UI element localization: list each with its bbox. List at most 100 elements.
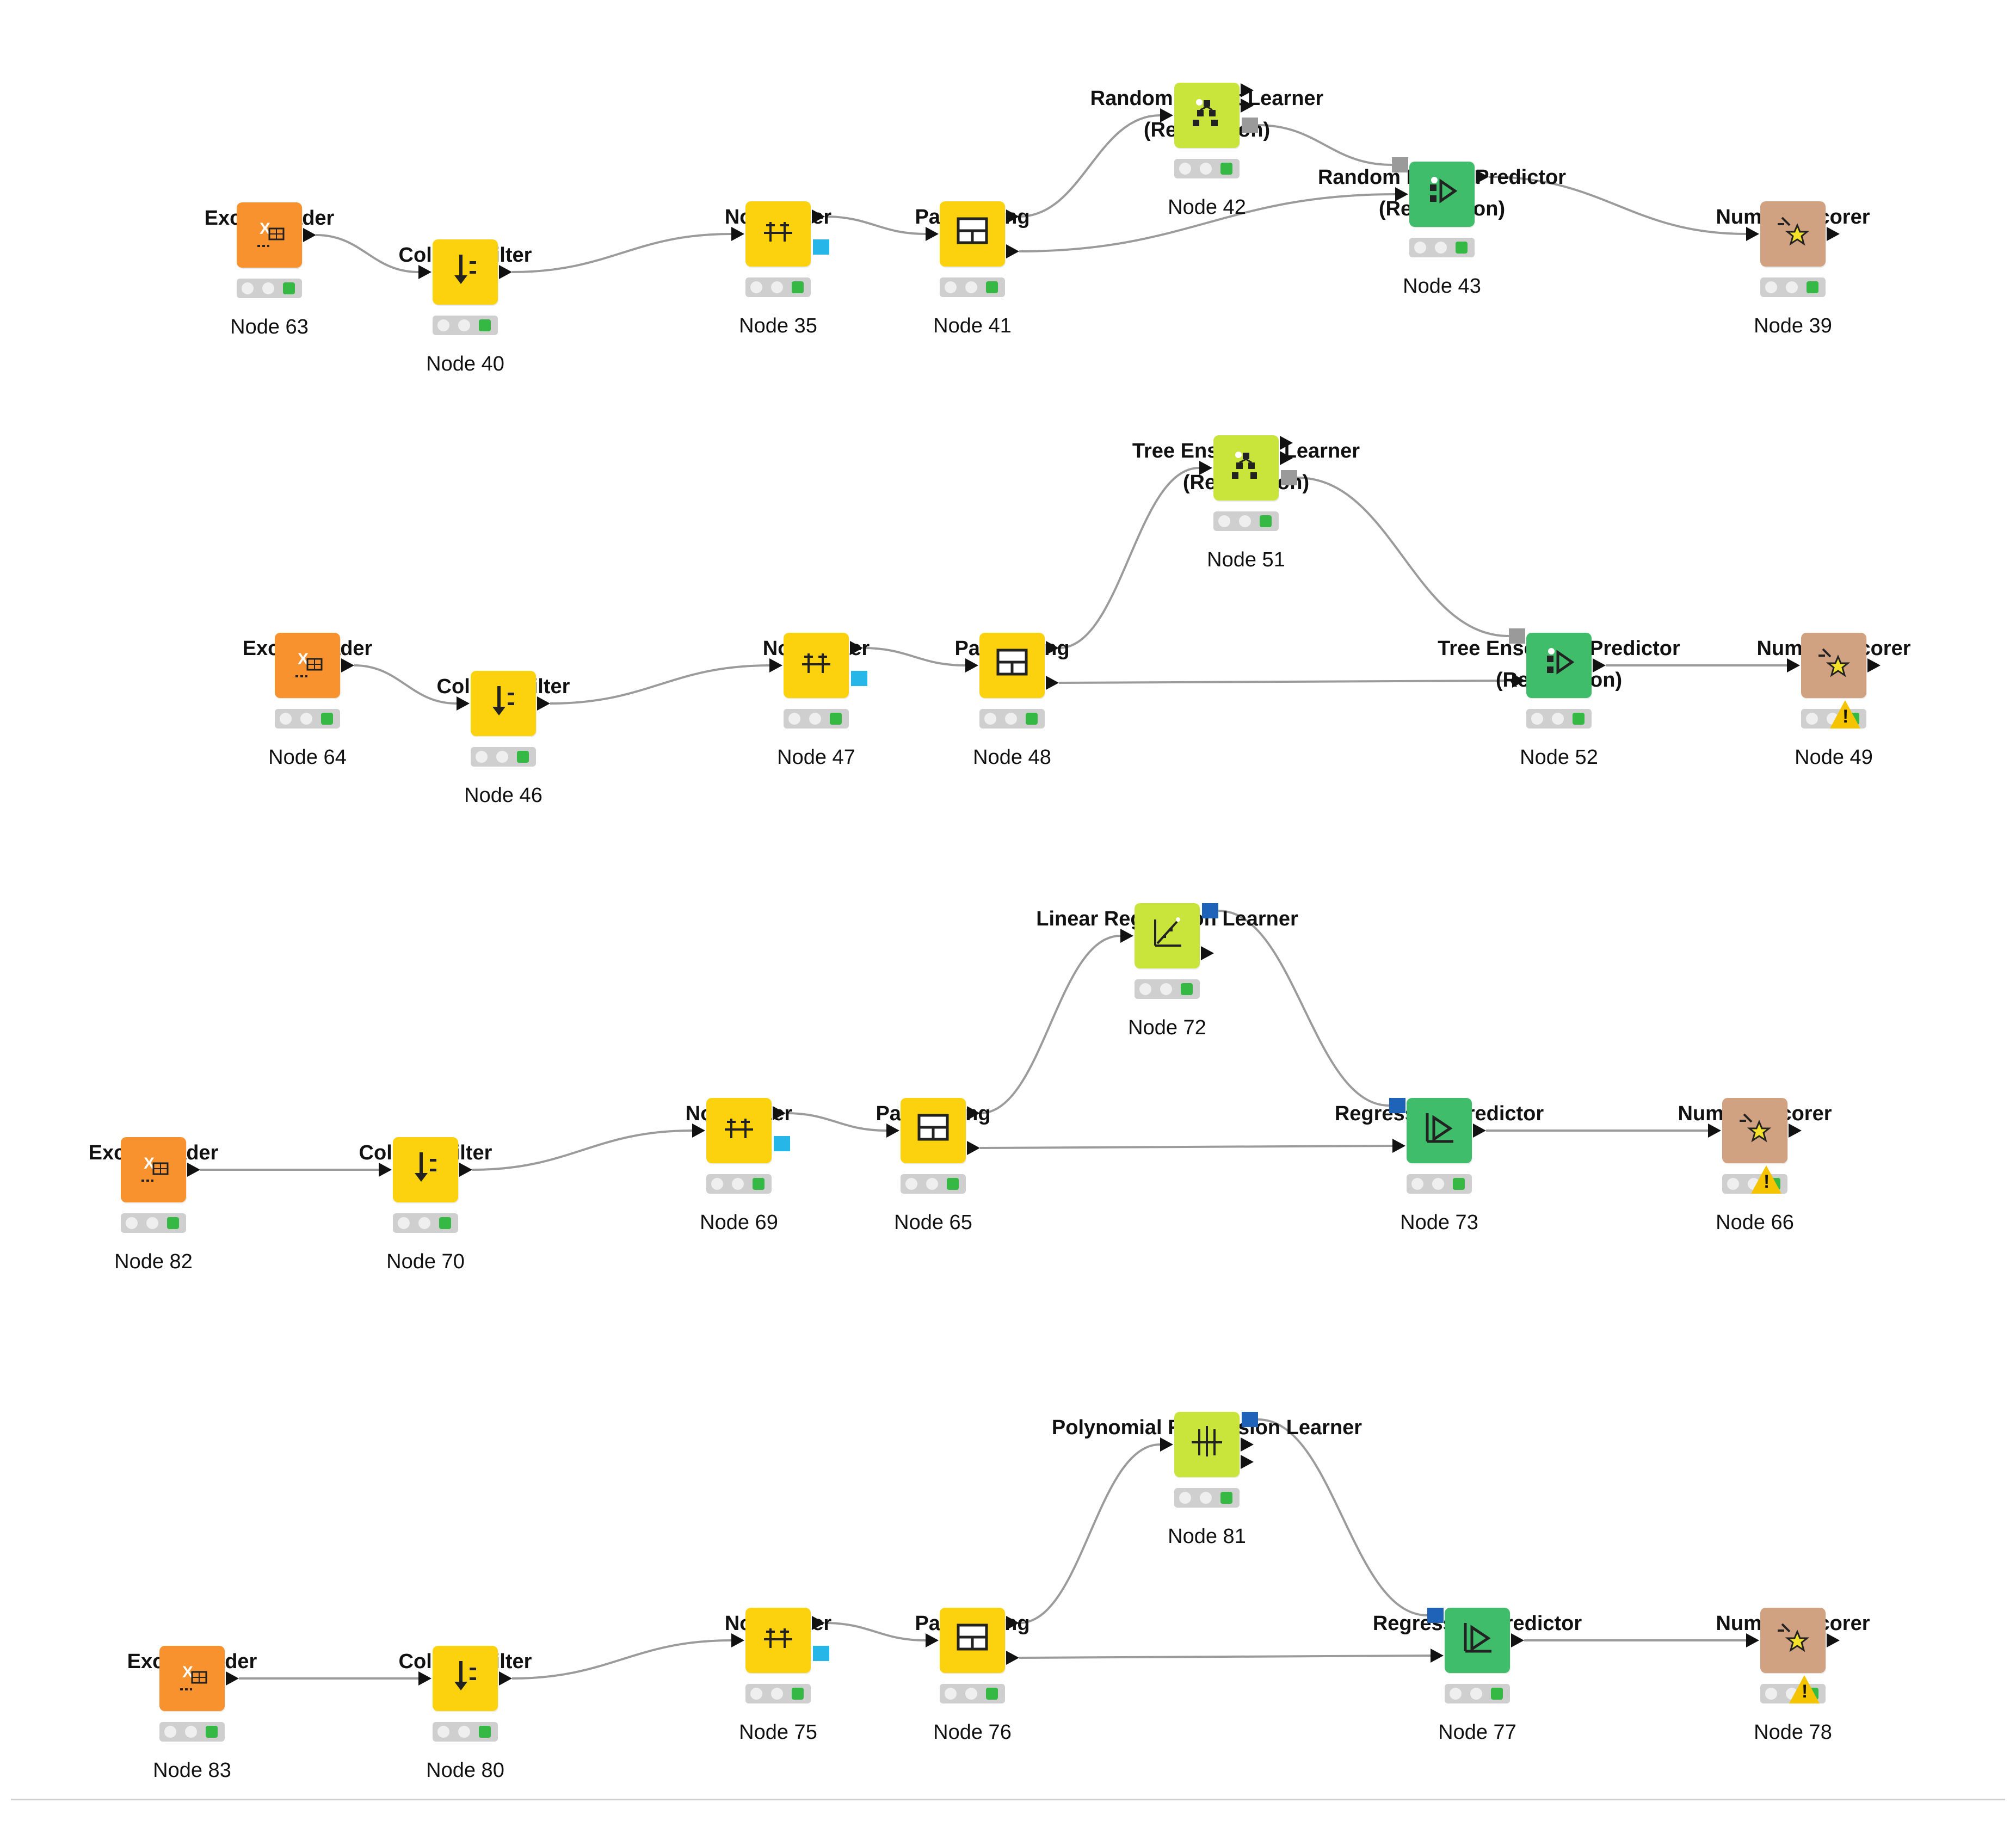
output-port[interactable] [1789, 1124, 1802, 1138]
output-port[interactable] [967, 1106, 980, 1120]
output-port[interactable] [1006, 209, 1019, 224]
node-icon-box[interactable] [979, 633, 1045, 698]
node-icon-box[interactable] [940, 201, 1005, 267]
connection-wire[interactable] [316, 234, 419, 273]
node-icon-box[interactable]: X [121, 1137, 186, 1202]
output-port[interactable] [812, 1616, 825, 1630]
node-caption[interactable]: Node 82 [114, 1250, 193, 1273]
output-port[interactable] [967, 1141, 980, 1155]
node-caption[interactable]: Node 77 [1438, 1721, 1516, 1744]
node-caption[interactable]: Node 80 [426, 1759, 504, 1782]
output-port[interactable] [341, 658, 354, 672]
output-port[interactable] [1006, 1651, 1019, 1665]
input-port[interactable] [457, 696, 470, 711]
model-output-port[interactable] [851, 671, 867, 686]
node-icon-box[interactable] [1213, 435, 1279, 501]
node-icon-box[interactable] [1760, 201, 1826, 267]
node-icon-box[interactable] [745, 201, 811, 267]
node-icon-box[interactable] [1722, 1098, 1787, 1163]
node-icon-box[interactable] [784, 633, 849, 698]
connection-wire[interactable] [1058, 680, 1513, 684]
node-caption[interactable]: Node 41 [933, 314, 1012, 337]
model-input-port[interactable] [1427, 1608, 1444, 1623]
model-output-port[interactable] [774, 1136, 790, 1151]
connection-wire[interactable] [862, 647, 966, 666]
connection-wire[interactable] [824, 1622, 926, 1641]
node-caption[interactable]: Node 52 [1520, 746, 1598, 769]
connection-wire[interactable] [1297, 477, 1509, 637]
input-port[interactable] [926, 227, 939, 241]
node-icon-box[interactable] [1407, 1098, 1472, 1163]
input-port[interactable] [1787, 658, 1800, 672]
input-port[interactable] [418, 1671, 431, 1686]
connection-wire[interactable] [472, 1129, 693, 1171]
output-port[interactable] [1280, 451, 1293, 465]
node-icon-box[interactable]: X [237, 202, 302, 268]
model-output-port[interactable] [813, 1646, 829, 1661]
node-caption[interactable]: Node 69 [700, 1211, 778, 1234]
connection-wire[interactable] [824, 215, 926, 235]
input-port[interactable] [1431, 1649, 1444, 1663]
node-caption[interactable]: Node 35 [739, 314, 817, 337]
connection-wire[interactable] [979, 935, 1121, 1114]
output-port[interactable] [1006, 244, 1019, 258]
output-port[interactable] [499, 265, 512, 279]
node-caption[interactable]: Node 51 [1207, 548, 1285, 571]
output-port[interactable] [187, 1163, 200, 1177]
warning-icon[interactable] [1830, 700, 1860, 729]
input-port[interactable] [379, 1163, 392, 1177]
input-port[interactable] [731, 227, 744, 241]
model-output-port[interactable] [1242, 1412, 1258, 1427]
node-icon-box[interactable]: X [275, 633, 340, 698]
node-icon-box[interactable] [901, 1098, 966, 1163]
node-caption[interactable]: Node 43 [1403, 275, 1481, 298]
node-icon-box[interactable] [1135, 903, 1200, 968]
connection-wire[interactable] [511, 1639, 732, 1680]
input-port[interactable] [1512, 674, 1525, 688]
input-port[interactable] [418, 265, 431, 279]
input-port[interactable] [1160, 108, 1173, 122]
connection-wire[interactable] [550, 664, 770, 705]
model-output-port[interactable] [1281, 470, 1297, 485]
node-caption[interactable]: Node 39 [1754, 314, 1832, 337]
node-icon-box[interactable] [940, 1608, 1005, 1673]
output-port[interactable] [1473, 1124, 1486, 1138]
node-caption[interactable]: Node 75 [739, 1721, 817, 1744]
output-port[interactable] [1241, 83, 1254, 97]
input-port[interactable] [886, 1124, 899, 1138]
node-caption[interactable]: Node 47 [777, 746, 855, 769]
node-icon-box[interactable] [1445, 1608, 1510, 1673]
input-port[interactable] [1708, 1124, 1721, 1138]
input-port[interactable] [769, 658, 782, 672]
input-port[interactable] [1392, 1139, 1405, 1153]
connection-wire[interactable] [1058, 467, 1200, 649]
node-caption[interactable]: Node 78 [1754, 1721, 1832, 1744]
output-port[interactable] [1827, 227, 1840, 241]
output-port[interactable] [226, 1671, 239, 1686]
input-port[interactable] [1746, 1633, 1759, 1647]
model-output-port[interactable] [813, 239, 829, 255]
node-icon-box[interactable] [745, 1608, 811, 1673]
model-input-port[interactable] [1389, 1098, 1405, 1113]
model-output-port[interactable] [1202, 903, 1218, 918]
connection-wire[interactable] [1019, 1443, 1161, 1624]
connection-wire[interactable] [785, 1112, 887, 1132]
connection-wire[interactable] [354, 664, 457, 705]
model-output-port[interactable] [1242, 118, 1258, 133]
input-port[interactable] [692, 1124, 705, 1138]
node-caption[interactable]: Node 73 [1400, 1211, 1478, 1234]
node-icon-box[interactable] [1526, 633, 1592, 698]
output-port[interactable] [1046, 676, 1059, 690]
warning-icon[interactable] [1751, 1165, 1781, 1194]
connection-wire[interactable] [511, 233, 732, 273]
connection-wire[interactable] [1019, 1655, 1431, 1659]
node-caption[interactable]: Node 48 [973, 746, 1051, 769]
connection-wire[interactable] [1257, 124, 1392, 166]
node-caption[interactable]: Node 65 [894, 1211, 972, 1234]
node-icon-box[interactable] [1174, 83, 1240, 148]
node-caption[interactable]: Node 46 [464, 784, 542, 807]
output-port[interactable] [1006, 1616, 1019, 1630]
output-port[interactable] [1867, 658, 1881, 672]
output-port[interactable] [1201, 946, 1214, 960]
output-port[interactable] [499, 1671, 512, 1686]
